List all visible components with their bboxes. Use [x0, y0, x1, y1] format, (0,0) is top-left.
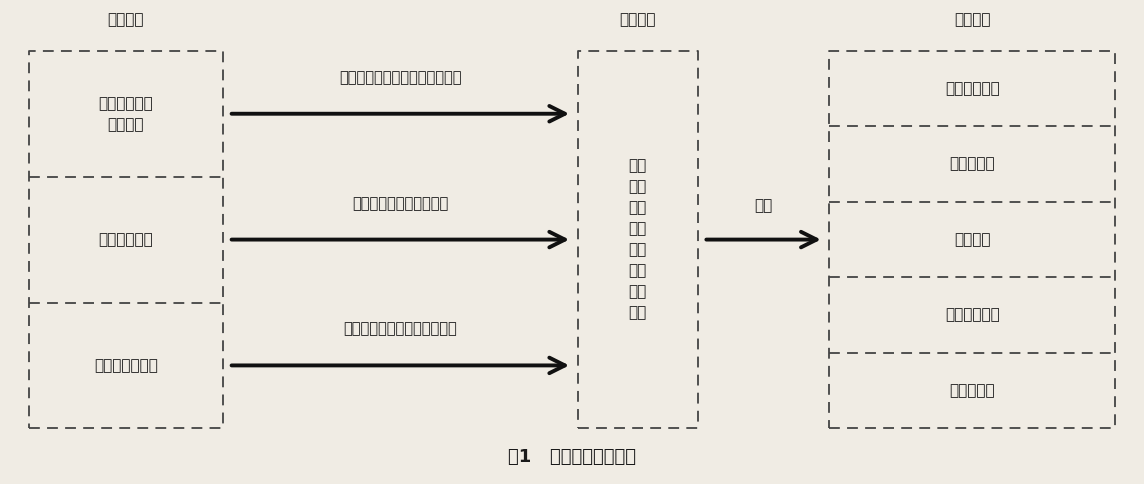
Text: 利用
新建
工程
的雨
排水
系统
储存
雨水: 利用 新建 工程 的雨 排水 系统 储存 雨水: [629, 159, 646, 320]
Text: 图1   雨水收集利用系统: 图1 雨水收集利用系统: [508, 448, 636, 467]
Text: 地面雨水收集: 地面雨水收集: [98, 232, 153, 247]
Text: 利用系统: 利用系统: [954, 12, 991, 27]
Text: 就近排至附近雨水井或排水沟: 就近排至附近雨水井或排水沟: [343, 322, 458, 336]
Text: 养护混凝土: 养护混凝土: [950, 157, 995, 171]
Text: 水泵: 水泵: [755, 198, 772, 213]
Text: 基坑降水、排水: 基坑降水、排水: [94, 358, 158, 373]
Text: 通过雨水口、排水沟汇水: 通过雨水口、排水沟汇水: [352, 196, 448, 211]
Text: 车辆冲洗: 车辆冲洗: [954, 232, 991, 247]
Text: 屋面淋水降温: 屋面淋水降温: [945, 308, 1000, 322]
Text: 消防用水等: 消防用水等: [950, 383, 995, 398]
Text: 储存系统: 储存系统: [620, 12, 656, 27]
Text: 收集系统: 收集系统: [108, 12, 144, 27]
Text: 通过天沟、雨水管、集水管收集: 通过天沟、雨水管、集水管收集: [339, 70, 462, 85]
Text: 施工现场降尘: 施工现场降尘: [945, 81, 1000, 96]
Text: 临时设施屋面
雨水收集: 临时设施屋面 雨水收集: [98, 96, 153, 132]
